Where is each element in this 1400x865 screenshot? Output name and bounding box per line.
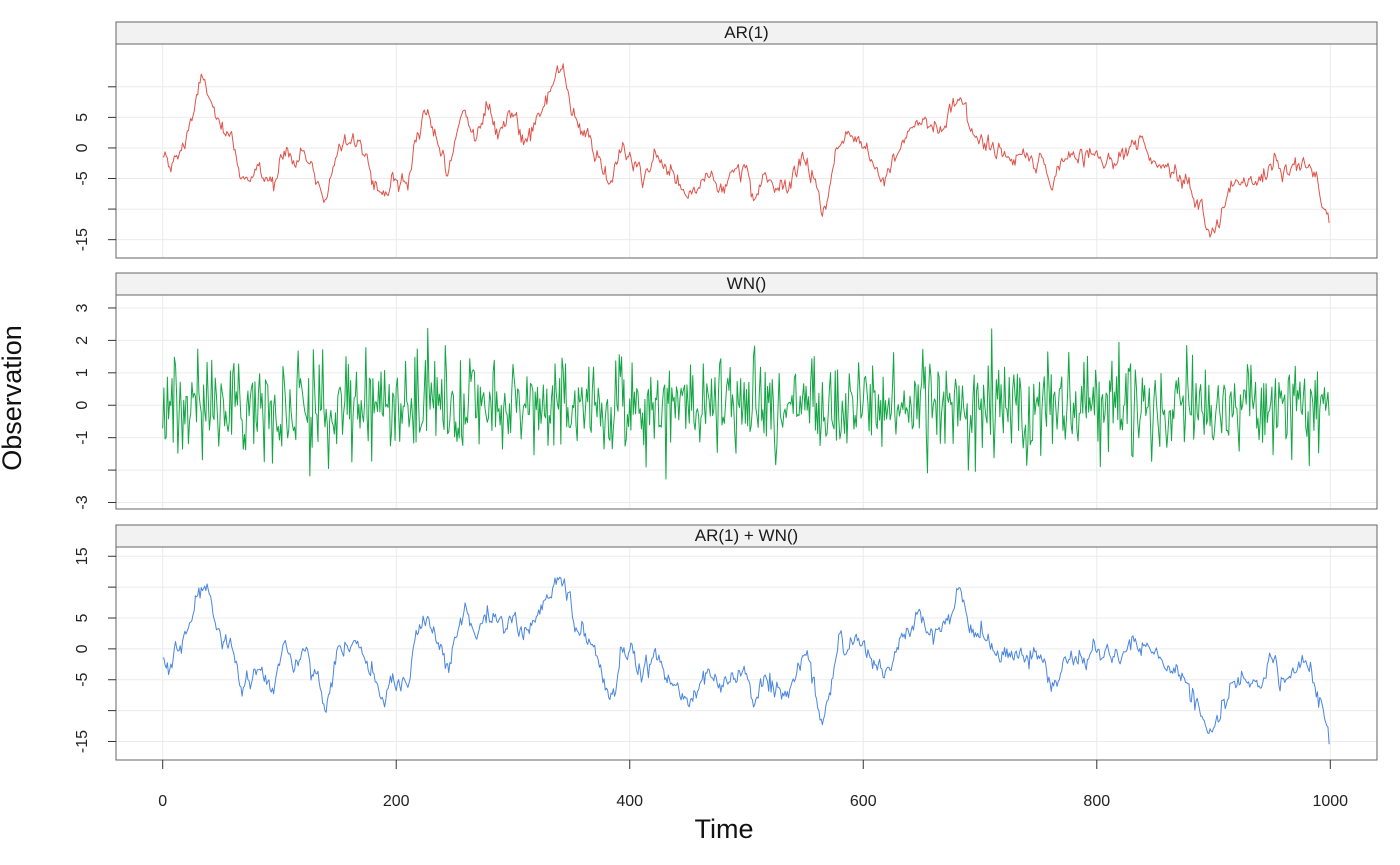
panel-title-2: WN() (727, 274, 767, 293)
y-tick-label-1-3: 0 (74, 143, 91, 152)
y-tick-label-1-4: 5 (74, 113, 91, 122)
panel-background-3 (116, 547, 1377, 760)
series-line-3 (162, 576, 1330, 745)
y-tick-label-3-6: 15 (74, 547, 91, 565)
x-tick-label-3: 600 (850, 793, 877, 810)
panel-border-2 (115, 294, 1378, 510)
y-tick-label-3-0: -15 (74, 730, 91, 753)
y-tick-label-2-5: 2 (74, 336, 91, 345)
y-tick-label-3-4: 5 (74, 613, 91, 622)
y-tick-label-3-2: -5 (74, 672, 91, 686)
series-line-2 (162, 327, 1330, 480)
x-tick-label-0: 0 (158, 793, 167, 810)
y-tick-label-1-0: -15 (74, 228, 91, 251)
y-tick-label-2-0: -3 (74, 495, 91, 509)
panel-border-3 (115, 546, 1378, 761)
x-tick-label-2: 400 (616, 793, 643, 810)
panel-title-3: AR(1) + WN() (695, 526, 798, 545)
x-axis-title: Time (695, 814, 754, 844)
x-tick-label-4: 800 (1083, 793, 1110, 810)
panel-background-1 (116, 44, 1377, 258)
series-line-1 (162, 63, 1330, 238)
panel-border-1 (115, 43, 1378, 259)
y-tick-label-2-4: 1 (74, 368, 91, 377)
panel-title-1: AR(1) (724, 23, 768, 42)
x-tick-label-1: 200 (383, 793, 410, 810)
x-tick-label-5: 1000 (1312, 793, 1348, 810)
y-tick-label-3-3: 0 (74, 644, 91, 653)
y-tick-label-1-2: -5 (74, 171, 91, 185)
y-tick-label-2-3: 0 (74, 401, 91, 410)
y-axis-title: Observation (0, 325, 27, 471)
y-tick-label-2-2: -1 (74, 430, 91, 444)
y-tick-label-2-6: 3 (74, 303, 91, 312)
